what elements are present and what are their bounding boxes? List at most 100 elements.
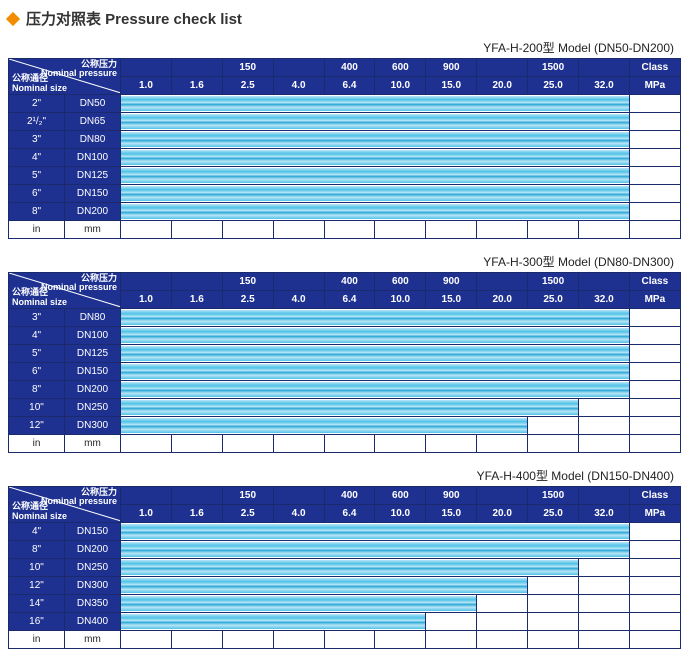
unit-empty-cell [426, 631, 477, 649]
empty-cell [477, 613, 528, 631]
unit-empty-cell [121, 221, 172, 239]
mpa-col-header: 1.0 [121, 77, 172, 95]
class-col-header: 1500 [528, 273, 579, 291]
class-col-header: 400 [324, 59, 375, 77]
pressure-bar-cell [121, 613, 426, 631]
class-unit-header: Class [629, 487, 680, 505]
pressure-bar [121, 578, 527, 593]
mpa-col-header: 2.5 [222, 291, 273, 309]
class-col-header: 600 [375, 273, 426, 291]
table-row: 5"DN125 [9, 167, 681, 185]
empty-cell [629, 203, 680, 221]
class-col-header [579, 487, 630, 505]
table-row: 14"DN350 [9, 595, 681, 613]
empty-cell [629, 185, 680, 203]
size-dn: DN250 [65, 559, 121, 577]
unit-empty-cell [324, 631, 375, 649]
size-dn: DN400 [65, 613, 121, 631]
unit-in: in [9, 221, 65, 239]
tables-container: YFA-H-200型 Model (DN50-DN200)公称压力Nominal… [8, 39, 680, 649]
pressure-bar-cell [121, 577, 528, 595]
class-col-header: 900 [426, 59, 477, 77]
pressure-bar [121, 328, 629, 343]
empty-cell [629, 381, 680, 399]
pressure-bar [121, 524, 629, 539]
size-in: 2" [9, 95, 65, 113]
pressure-bar [121, 132, 629, 147]
empty-cell [579, 399, 630, 417]
pressure-bar-cell [121, 559, 579, 577]
empty-cell [629, 345, 680, 363]
size-dn: DN350 [65, 595, 121, 613]
pressure-bar-cell [121, 327, 630, 345]
mpa-col-header: 1.0 [121, 505, 172, 523]
nominal-size-header: 公称通径Nominal size [12, 288, 67, 307]
class-col-header: 900 [426, 273, 477, 291]
mpa-col-header: 6.4 [324, 505, 375, 523]
size-in: 6" [9, 185, 65, 203]
mpa-unit-header: MPa [629, 77, 680, 95]
model-label: YFA-H-300型 Model (DN80-DN300) [8, 253, 674, 270]
unit-empty-cell [375, 631, 426, 649]
size-dn: DN125 [65, 167, 121, 185]
table-row: 2"DN50 [9, 95, 681, 113]
class-col-header [273, 273, 324, 291]
mpa-col-header: 32.0 [579, 77, 630, 95]
size-in: 6" [9, 363, 65, 381]
class-col-header [121, 273, 172, 291]
size-in: 4" [9, 327, 65, 345]
nominal-size-header: 公称通径Nominal size [12, 74, 67, 93]
table-row: 4"DN100 [9, 149, 681, 167]
class-col-header: 600 [375, 487, 426, 505]
unit-empty-cell [579, 631, 630, 649]
empty-cell [629, 113, 680, 131]
size-dn: DN50 [65, 95, 121, 113]
empty-cell [629, 363, 680, 381]
pressure-table: 公称压力Nominal pressure公称通径Nominal size1504… [8, 58, 681, 239]
class-col-header: 150 [222, 273, 273, 291]
mpa-col-header: 4.0 [273, 77, 324, 95]
pressure-bar-cell [121, 113, 630, 131]
size-dn: DN150 [65, 185, 121, 203]
mpa-col-header: 15.0 [426, 77, 477, 95]
mpa-col-header: 25.0 [528, 505, 579, 523]
class-col-header [579, 59, 630, 77]
unit-empty-cell [273, 221, 324, 239]
table-row: 3"DN80 [9, 131, 681, 149]
size-dn: DN150 [65, 363, 121, 381]
unit-empty-cell [222, 221, 273, 239]
class-col-header [273, 487, 324, 505]
size-in: 3" [9, 309, 65, 327]
class-col-header [477, 273, 528, 291]
pressure-bar-cell [121, 541, 630, 559]
unit-empty-cell [273, 435, 324, 453]
class-col-header: 900 [426, 487, 477, 505]
unit-row: inmm [9, 221, 681, 239]
pressure-bar [121, 596, 476, 611]
class-col-header [579, 273, 630, 291]
mpa-col-header: 1.6 [171, 291, 222, 309]
mpa-unit-header: MPa [629, 291, 680, 309]
pressure-bar-cell [121, 185, 630, 203]
pressure-bar [121, 310, 629, 325]
unit-empty-cell [324, 221, 375, 239]
class-unit-header: Class [629, 273, 680, 291]
class-col-header [477, 487, 528, 505]
mpa-col-header: 10.0 [375, 77, 426, 95]
unit-empty-cell [273, 631, 324, 649]
mpa-col-header: 20.0 [477, 77, 528, 95]
unit-row: inmm [9, 435, 681, 453]
diamond-icon [6, 11, 20, 25]
size-in: 8" [9, 381, 65, 399]
mpa-col-header: 25.0 [528, 77, 579, 95]
table-row: 12"DN300 [9, 417, 681, 435]
mpa-col-header: 32.0 [579, 505, 630, 523]
pressure-bar [121, 168, 629, 183]
mpa-col-header: 25.0 [528, 291, 579, 309]
unit-mm: mm [65, 631, 121, 649]
pressure-bar-cell [121, 399, 579, 417]
pressure-bar [121, 150, 629, 165]
mpa-col-header: 2.5 [222, 505, 273, 523]
pressure-bar [121, 96, 629, 111]
table-row: 10"DN250 [9, 559, 681, 577]
